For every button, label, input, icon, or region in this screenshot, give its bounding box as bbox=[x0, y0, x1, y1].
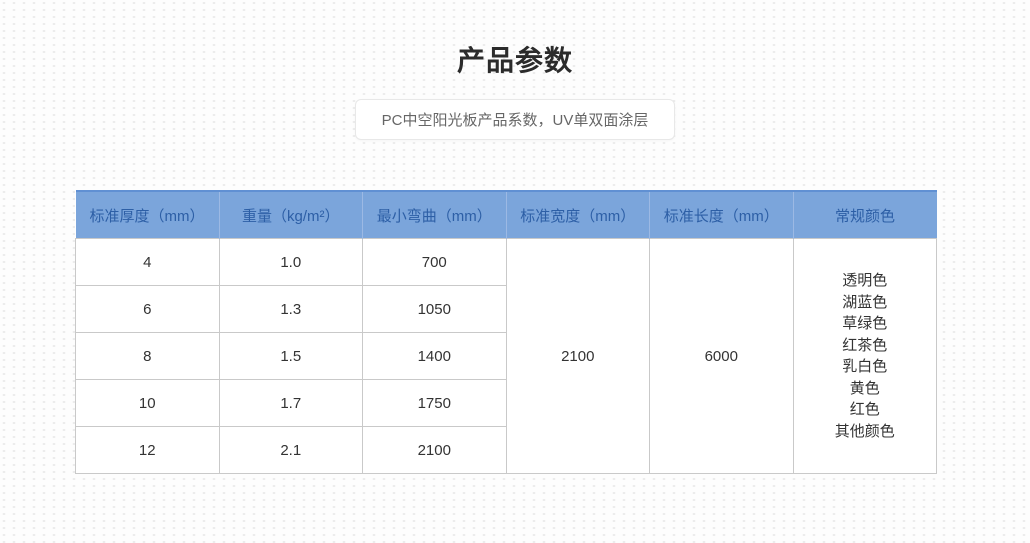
cell-weight: 2.1 bbox=[218, 426, 363, 474]
cell-thickness: 6 bbox=[75, 285, 220, 333]
cell-colors: 透明色 湖蓝色 草绿色 红茶色 乳白色 黄色 红色 其他颜色 bbox=[792, 238, 937, 474]
cell-min-bend: 1400 bbox=[362, 332, 507, 380]
product-spec-table: 标准厚度（mm） 重量（kg/m²） 最小弯曲（mm） 标准宽度（mm） 标准长… bbox=[75, 190, 937, 474]
cell-standard-width: 2100 bbox=[505, 238, 650, 474]
col-header-colors: 常规颜色 bbox=[792, 190, 937, 239]
cell-weight: 1.5 bbox=[218, 332, 363, 380]
table-row: 4 1.0 700 2100 6000 透明色 湖蓝色 草绿色 红茶色 乳白色 … bbox=[75, 238, 937, 474]
color-option: 红茶色 bbox=[842, 336, 888, 354]
col-header-weight: 重量（kg/m²） bbox=[218, 190, 363, 239]
cell-thickness: 4 bbox=[75, 238, 220, 286]
cell-min-bend: 700 bbox=[362, 238, 507, 286]
spec-table-header: 标准厚度（mm） 重量（kg/m²） 最小弯曲（mm） 标准宽度（mm） 标准长… bbox=[75, 190, 937, 239]
page-title: 产品参数 bbox=[456, 45, 573, 76]
color-option: 其他颜色 bbox=[834, 422, 895, 440]
cell-thickness: 10 bbox=[75, 379, 220, 427]
subtitle-row: PC中空阳光板产品系数，UV单双面涂层 bbox=[0, 99, 1030, 140]
color-option: 乳白色 bbox=[842, 358, 888, 375]
color-option: 草绿色 bbox=[842, 315, 888, 332]
cell-weight: 1.0 bbox=[218, 238, 363, 286]
col-header-min-bend: 最小弯曲（mm） bbox=[362, 190, 506, 239]
cell-min-bend: 2100 bbox=[362, 426, 507, 474]
col-header-standard-length: 标准长度（mm） bbox=[649, 190, 793, 239]
table-row: 10 1.7 1750 bbox=[75, 379, 937, 427]
cell-thickness: 12 bbox=[75, 426, 220, 474]
cell-weight: 1.7 bbox=[218, 379, 363, 427]
cell-weight: 1.3 bbox=[218, 285, 363, 333]
color-option: 黄色 bbox=[849, 379, 880, 397]
table-row: 12 2.1 2100 bbox=[75, 426, 937, 474]
spec-table-body: 4 1.0 700 2100 6000 透明色 湖蓝色 草绿色 红茶色 乳白色 … bbox=[75, 238, 937, 474]
cell-min-bend: 1050 bbox=[362, 285, 507, 333]
col-header-standard-width: 标准宽度（mm） bbox=[505, 190, 650, 239]
header-row: 标准厚度（mm） 重量（kg/m²） 最小弯曲（mm） 标准宽度（mm） 标准长… bbox=[75, 190, 937, 239]
col-header-thickness: 标准厚度（mm） bbox=[75, 190, 219, 239]
color-option: 湖蓝色 bbox=[842, 293, 888, 311]
cell-thickness: 8 bbox=[75, 332, 220, 380]
table-row: 8 1.5 1400 bbox=[75, 332, 937, 380]
color-option: 透明色 bbox=[842, 272, 888, 289]
table-row: 6 1.3 1050 bbox=[75, 285, 937, 333]
color-option: 红色 bbox=[849, 401, 880, 418]
cell-min-bend: 1750 bbox=[362, 379, 507, 427]
cell-standard-length: 6000 bbox=[649, 238, 794, 474]
subtitle-badge: PC中空阳光板产品系数，UV单双面涂层 bbox=[354, 99, 676, 140]
